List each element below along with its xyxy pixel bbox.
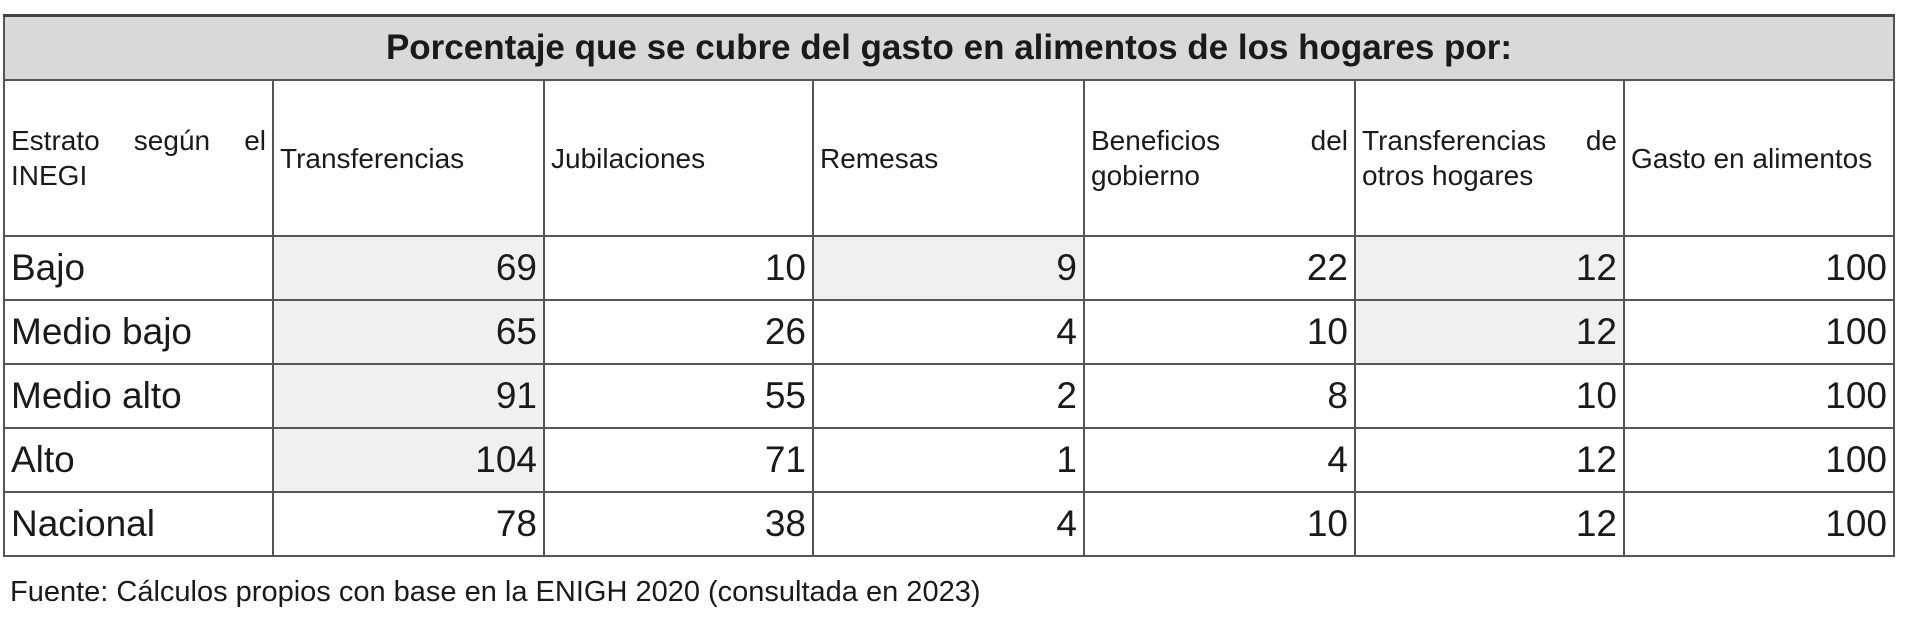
table-row: Medio bajo 65 26 4 10 12 100 [3,299,1896,365]
table-cell: 69 [272,235,545,301]
table-cell: 104 [272,427,545,493]
table-cell: 9 [812,235,1085,301]
column-header: Beneficios del gobierno [1083,79,1356,237]
table-cell: 22 [1083,235,1356,301]
table-cell: 71 [543,427,814,493]
table-row: Medio alto 91 55 2 8 10 100 [3,363,1896,429]
table-title: Porcentaje que se cubre del gasto en ali… [2,14,1896,81]
column-header: Estrato según el INEGI [3,79,274,237]
table-row: Nacional 78 38 4 10 12 100 [3,491,1896,557]
table-cell: 10 [1354,363,1625,429]
table-cell: 65 [272,299,545,365]
table-cell: 78 [272,491,545,557]
row-label: Nacional [3,491,274,557]
table-cell: 55 [543,363,814,429]
table-cell: 1 [812,427,1085,493]
column-header: Transferencias [272,79,545,237]
table-cell: 10 [543,235,814,301]
table-cell: 12 [1354,299,1625,365]
table-cell: 100 [1622,363,1896,429]
table-cell: 8 [1083,363,1356,429]
table-cell: 2 [812,363,1085,429]
column-header: Gasto en alimentos [1622,79,1896,237]
row-label: Bajo [3,235,274,301]
table-cell: 12 [1354,427,1625,493]
table-cell: 10 [1083,299,1356,365]
table-cell: 26 [543,299,814,365]
table-row: Alto 104 71 1 4 12 100 [3,427,1896,493]
header-row: Estrato según el INEGI Transferencias Ju… [3,79,1896,237]
table-cell: 100 [1622,299,1896,365]
row-label: Medio alto [3,363,274,429]
table-cell: 4 [1083,427,1356,493]
column-header: Transferencias de otros hogares [1354,79,1625,237]
table-cell: 100 [1622,427,1896,493]
table-cell: 91 [272,363,545,429]
column-header: Jubilaciones [543,79,814,237]
row-label: Alto [3,427,274,493]
table-cell: 4 [812,299,1085,365]
table-cell: 12 [1354,235,1625,301]
data-table: Porcentaje que se cubre del gasto en ali… [2,14,1896,557]
table-cell: 38 [543,491,814,557]
table-cell: 100 [1622,235,1896,301]
table-cell: 10 [1083,491,1356,557]
source-note: Fuente: Cálculos propios con base en la … [10,576,981,608]
table-row: Bajo 69 10 9 22 12 100 [3,235,1896,301]
row-label: Medio bajo [3,299,274,365]
table-cell: 4 [812,491,1085,557]
table-cell: 12 [1354,491,1625,557]
column-header: Remesas [812,79,1085,237]
table-cell: 100 [1622,491,1896,557]
